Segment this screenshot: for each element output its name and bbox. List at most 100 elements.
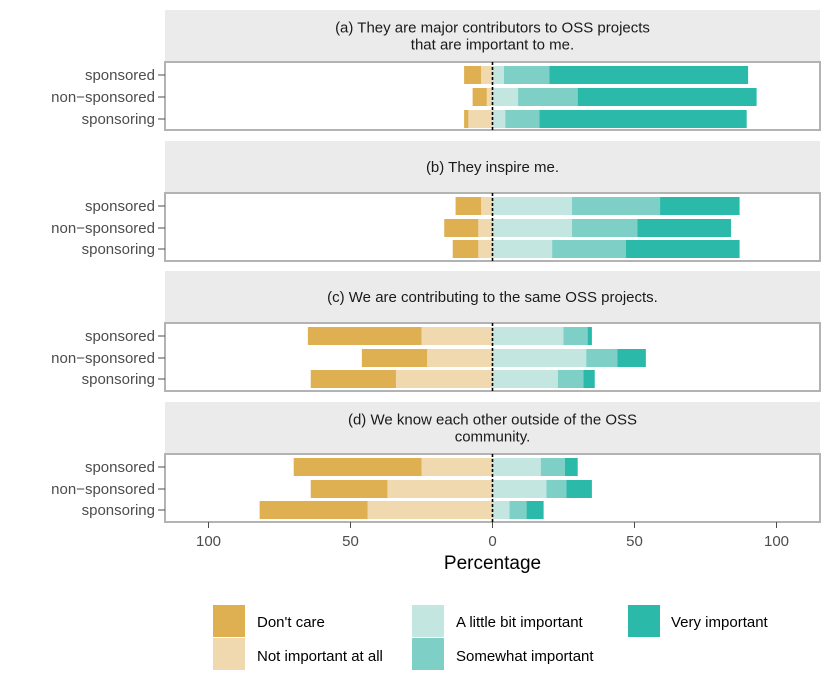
category-label: sponsored (85, 198, 155, 215)
bar-not_important (481, 197, 493, 215)
category-label: non−sponsored (51, 220, 155, 237)
bar-somewhat_important (586, 349, 618, 367)
bar-dont_care (444, 219, 479, 237)
bar-dont_care (472, 88, 487, 106)
x-tick-label: 50 (342, 533, 359, 550)
bar-very_important (637, 219, 732, 237)
category-label: non−sponsored (51, 481, 155, 498)
bar-little_important (492, 458, 541, 476)
bar-not_important (478, 240, 493, 258)
bar-little_important (492, 197, 573, 215)
bar-not_important (421, 458, 493, 476)
bar-very_important (617, 349, 646, 367)
category-label: sponsoring (82, 241, 155, 258)
bar-little_important (492, 480, 547, 498)
legend-label-dont_care: Don't care (257, 614, 325, 631)
bar-somewhat_important (572, 197, 661, 215)
bar-somewhat_important (518, 88, 578, 106)
bar-somewhat_important (540, 458, 565, 476)
bar-very_important (577, 88, 757, 106)
bar-little_important (492, 66, 504, 84)
bar-dont_care (307, 327, 422, 345)
bar-dont_care (310, 480, 388, 498)
bar-very_important (539, 110, 747, 128)
x-axis-title: Percentage (444, 553, 541, 574)
panel-b: (b) They inspire me. sponsored non−sponsor… (51, 141, 821, 262)
bar-very_important (660, 197, 740, 215)
bar-not_important (395, 370, 493, 388)
bar-very_important (549, 66, 749, 84)
bar-somewhat_important (509, 501, 527, 519)
bar-very_important (564, 458, 578, 476)
legend-label-somewhat_important: Somewhat important (456, 648, 594, 665)
bar-not_important (367, 501, 493, 519)
bar-dont_care (361, 349, 428, 367)
category-label: sponsoring (82, 371, 155, 388)
bar-not_important (468, 110, 493, 128)
category-label: sponsored (85, 67, 155, 84)
bar-not_important (478, 219, 493, 237)
category-label: non−sponsored (51, 89, 155, 106)
legend-key-little_important (412, 605, 444, 637)
category-label: sponsored (85, 459, 155, 476)
bar-not_important (427, 349, 493, 367)
legend-key-dont_care (213, 605, 245, 637)
legend: Don't care Not important at all A little b… (213, 605, 769, 670)
bar-little_important (492, 501, 510, 519)
bar-little_important (492, 88, 519, 106)
category-label: sponsoring (82, 111, 155, 128)
strip-title-line: community. (455, 429, 531, 446)
x-tick-label: 50 (626, 533, 643, 550)
bar-dont_care (464, 66, 482, 84)
bar-somewhat_important (505, 110, 540, 128)
bar-very_important (583, 370, 595, 388)
bar-dont_care (455, 197, 482, 215)
bar-little_important (492, 327, 564, 345)
strip-title-line: (c) We are contributing to the same OSS … (327, 289, 658, 306)
panel-d: (d) We know each other outside of the OS… (51, 402, 821, 523)
legend-key-very_important (628, 605, 660, 637)
bar-little_important (492, 370, 558, 388)
bar-little_important (492, 110, 506, 128)
strip-title-line: (d) We know each other outside of the OS… (348, 412, 637, 429)
bar-not_important (486, 88, 493, 106)
strip-title-line: that are important to me. (411, 37, 574, 54)
strip-d (165, 402, 820, 454)
strip-a (165, 10, 820, 62)
strip-b (165, 141, 820, 193)
bar-somewhat_important (552, 240, 626, 258)
bar-very_important (526, 501, 544, 519)
x-tick-label: 100 (764, 533, 789, 550)
bar-very_important (625, 240, 740, 258)
bar-little_important (492, 240, 553, 258)
bar-not_important (481, 66, 493, 84)
bar-somewhat_important (546, 480, 567, 498)
category-label: sponsored (85, 328, 155, 345)
bar-not_important (387, 480, 493, 498)
x-tick-label: 100 (196, 533, 221, 550)
bar-dont_care (310, 370, 396, 388)
bar-dont_care (259, 501, 368, 519)
bar-very_important (566, 480, 592, 498)
bar-somewhat_important (503, 66, 550, 84)
panels-group: (a) They are major contributors to OSS p… (51, 10, 821, 523)
bar-little_important (492, 349, 587, 367)
strip-title-line: (a) They are major contributors to OSS p… (335, 20, 650, 37)
panel-a: (a) They are major contributors to OSS p… (51, 10, 821, 131)
x-axis: 100 50 0 50 100 (196, 522, 789, 550)
bar-very_important (587, 327, 592, 345)
bar-somewhat_important (572, 219, 638, 237)
legend-key-somewhat_important (412, 638, 444, 670)
category-label: non−sponsored (51, 350, 155, 367)
bar-dont_care (464, 110, 469, 128)
legend-key-not_important (213, 638, 245, 670)
bar-little_important (492, 219, 573, 237)
bar-not_important (421, 327, 493, 345)
category-label: sponsoring (82, 502, 155, 519)
bar-dont_care (452, 240, 479, 258)
legend-label-not_important: Not important at all (257, 648, 383, 665)
legend-label-very_important: Very important (671, 614, 769, 631)
panel-c: (c) We are contributing to the same OSS … (51, 271, 821, 392)
legend-label-little_important: A little bit important (456, 614, 584, 631)
